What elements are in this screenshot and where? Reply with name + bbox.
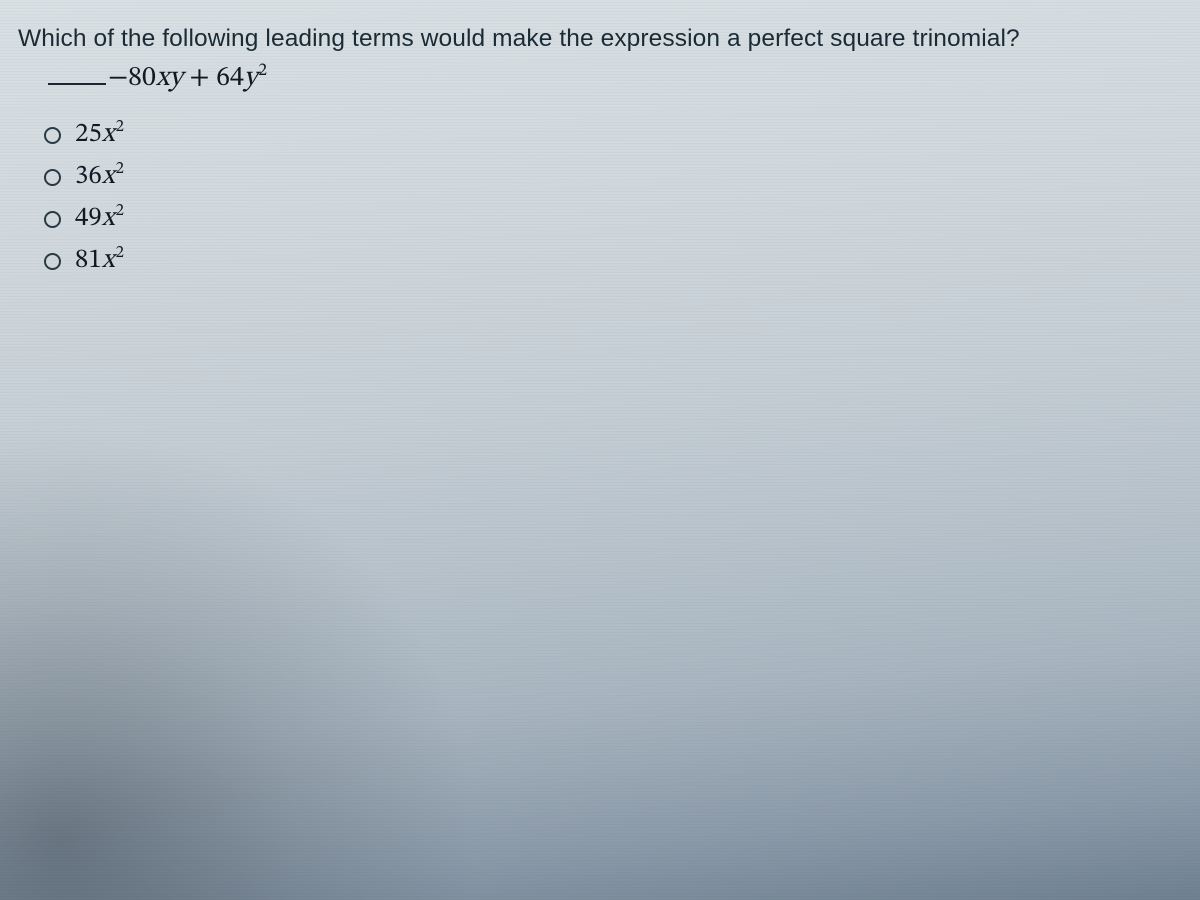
expression-line: −80xy + 64y2 — [48, 61, 1182, 96]
radio-icon[interactable] — [44, 211, 61, 228]
option-b-var: x — [102, 163, 115, 190]
last-var: y — [244, 64, 258, 92]
radio-icon[interactable] — [44, 169, 61, 186]
option-a[interactable]: 25x2 — [44, 118, 1182, 152]
option-c[interactable]: 49x2 — [44, 202, 1182, 236]
expression-math: −80xy + 64y2 — [108, 61, 267, 96]
option-d-exp: 2 — [116, 244, 124, 261]
plus-sign: + — [183, 64, 216, 92]
option-d-var: x — [102, 247, 115, 274]
last-exp: 2 — [258, 63, 267, 80]
option-b[interactable]: 36x2 — [44, 160, 1182, 194]
middle-coeff: −80 — [108, 64, 156, 92]
last-coeff: 64 — [216, 64, 244, 92]
option-a-exp: 2 — [116, 118, 124, 135]
option-c-exp: 2 — [116, 202, 124, 219]
middle-vars: xy — [156, 64, 183, 92]
option-b-exp: 2 — [116, 160, 124, 177]
option-d-coeff: 81 — [75, 247, 102, 274]
fill-in-blank — [48, 69, 106, 85]
options-group: 25x2 36x2 49x2 81x2 — [44, 118, 1182, 278]
option-d[interactable]: 81x2 — [44, 244, 1182, 278]
option-b-coeff: 36 — [75, 163, 102, 190]
question-prompt: Which of the following leading terms wou… — [18, 22, 1182, 55]
photo-vignette — [0, 420, 480, 900]
option-a-var: x — [102, 121, 115, 148]
option-a-coeff: 25 — [75, 121, 102, 148]
option-c-coeff: 49 — [75, 205, 102, 232]
question-container: Which of the following leading terms wou… — [0, 0, 1200, 278]
option-a-math: 25x2 — [75, 118, 124, 152]
radio-icon[interactable] — [44, 253, 61, 270]
option-b-math: 36x2 — [75, 160, 124, 194]
option-d-math: 81x2 — [75, 244, 124, 278]
radio-icon[interactable] — [44, 127, 61, 144]
option-c-var: x — [102, 205, 115, 232]
option-c-math: 49x2 — [75, 202, 124, 236]
